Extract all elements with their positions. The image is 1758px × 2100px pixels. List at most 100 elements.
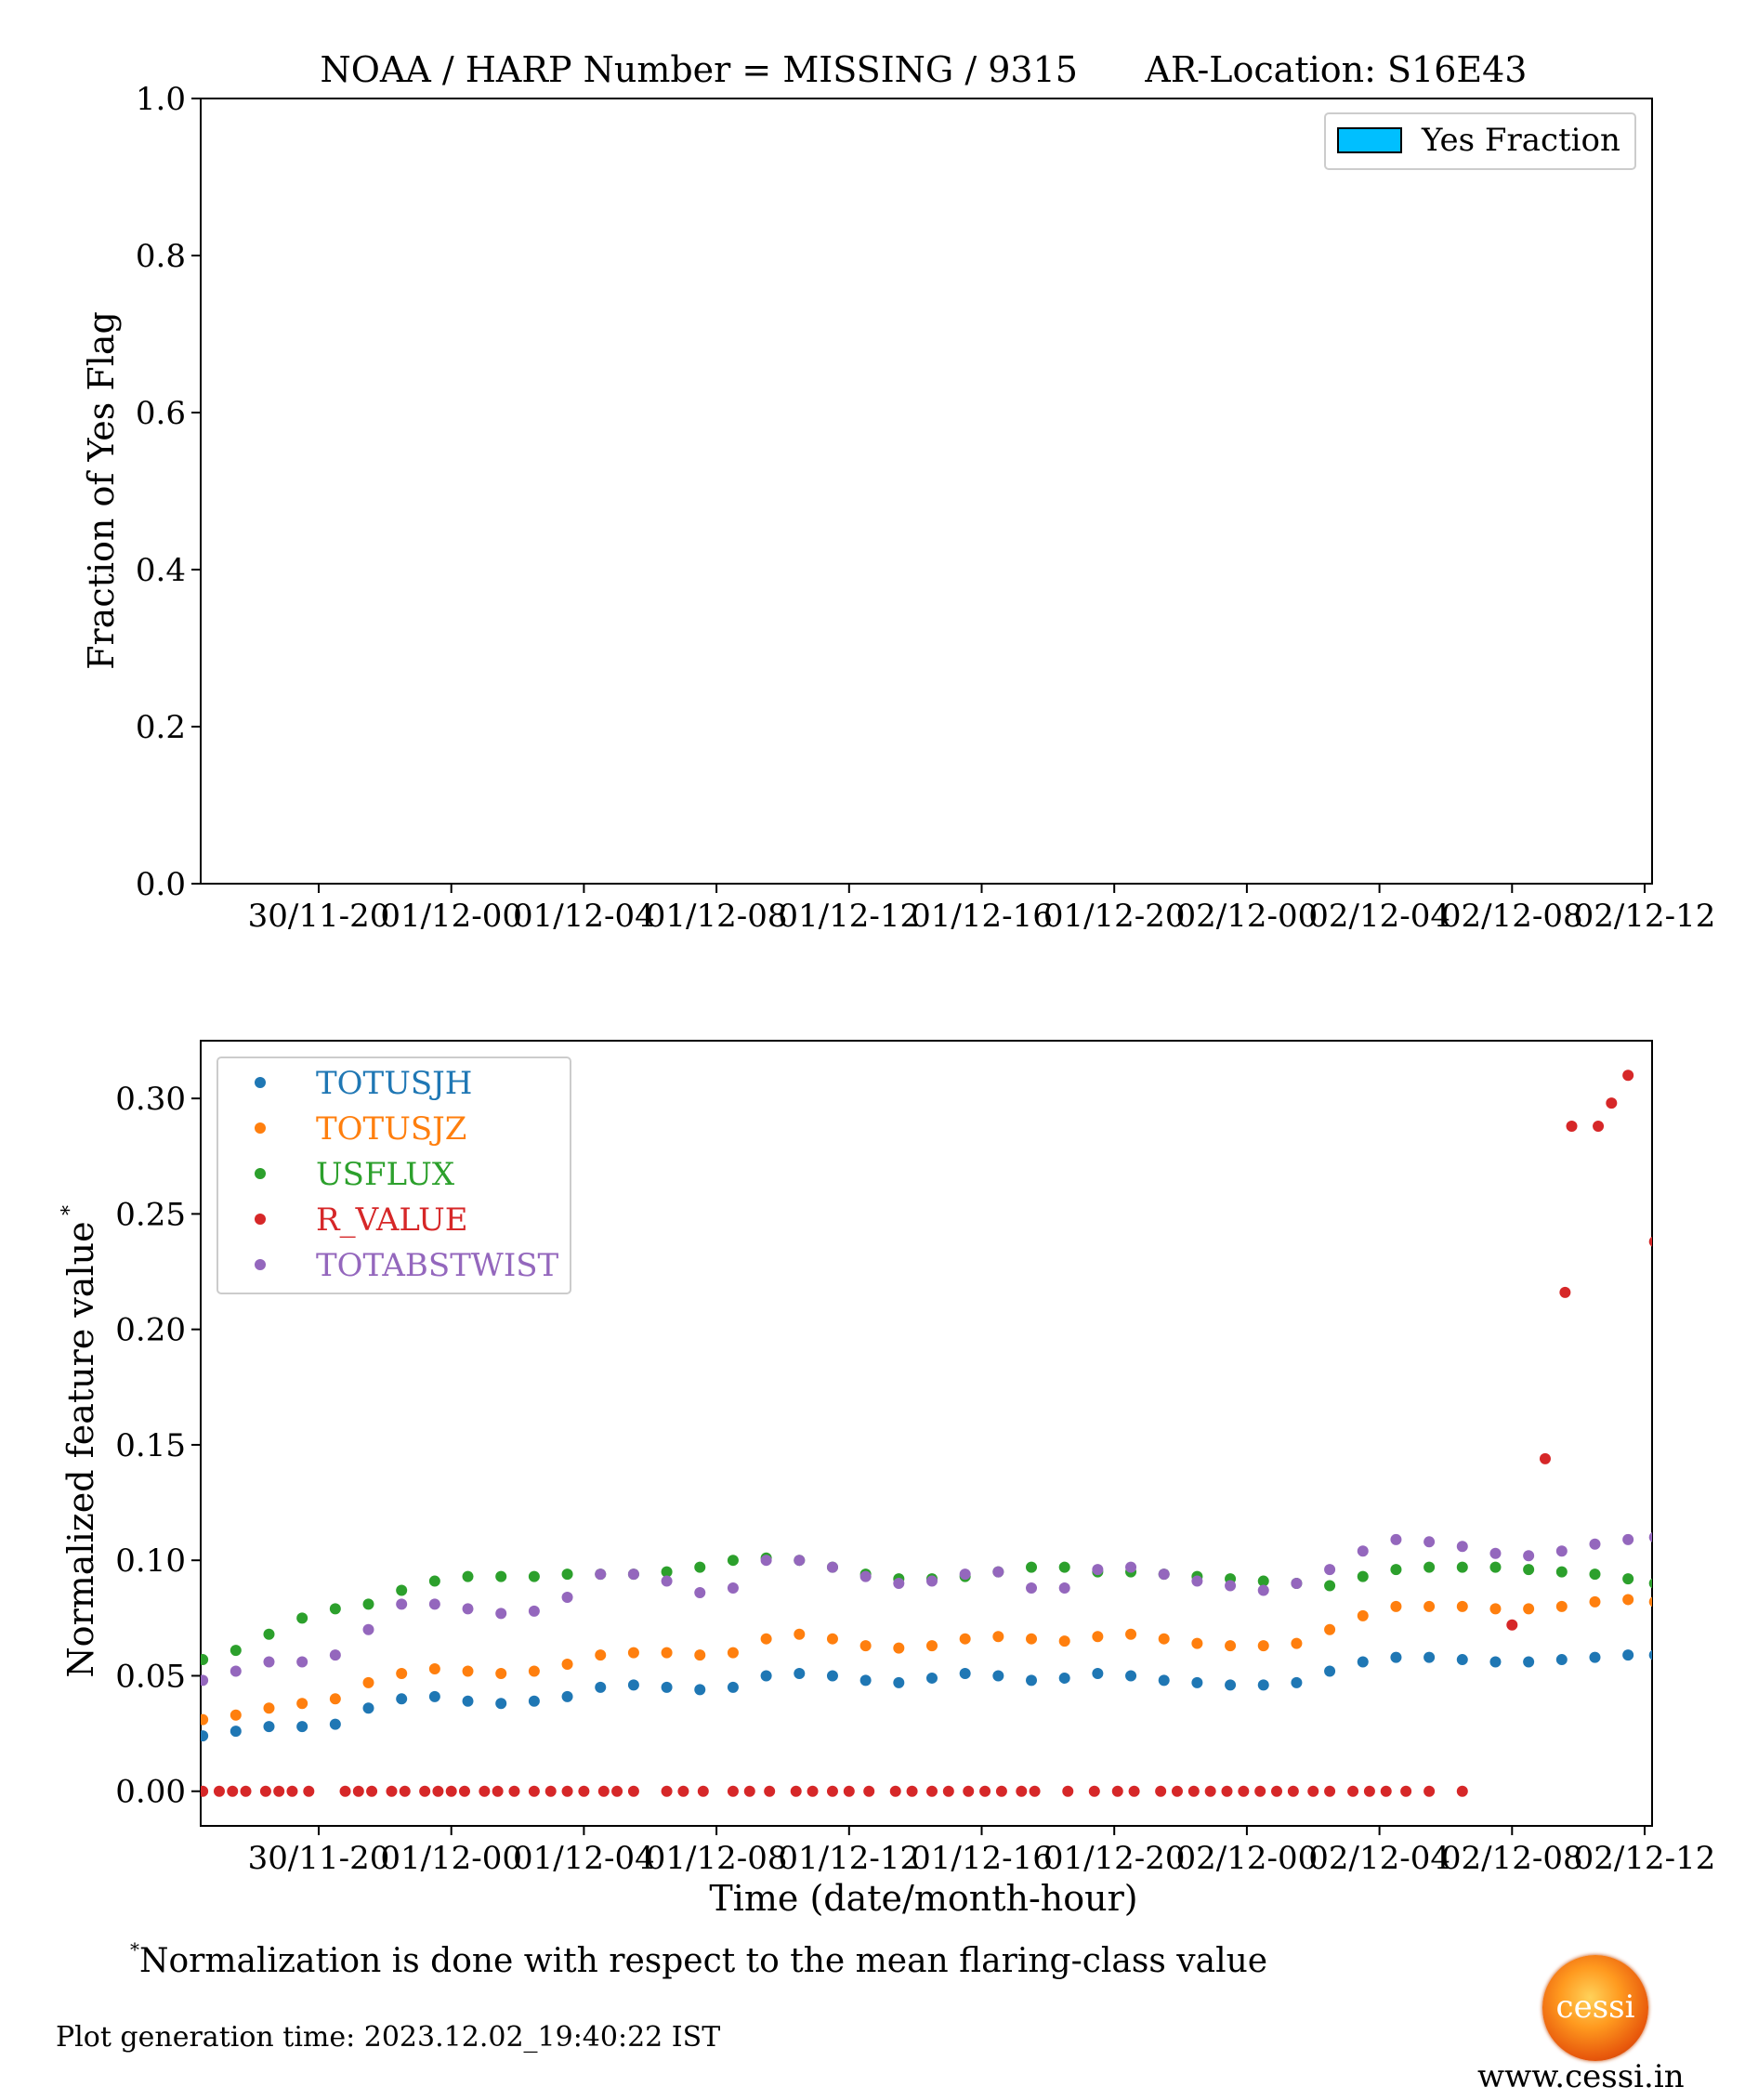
point-totusjh bbox=[859, 1674, 872, 1687]
point-totusjh bbox=[201, 1730, 209, 1742]
point-usflux bbox=[495, 1570, 507, 1582]
point-totabstwist bbox=[893, 1578, 905, 1590]
point-totabstwist bbox=[1622, 1533, 1634, 1545]
point-totabstwist bbox=[727, 1582, 739, 1595]
point-totusjz bbox=[1092, 1631, 1104, 1643]
point-r-value bbox=[697, 1785, 709, 1797]
point-totabstwist bbox=[1390, 1533, 1402, 1545]
x-tick-label: 01/12-20 bbox=[1043, 1840, 1186, 1877]
point-totabstwist bbox=[694, 1586, 706, 1598]
point-usflux bbox=[1523, 1564, 1535, 1576]
point-usflux bbox=[694, 1561, 706, 1573]
top-y-ticks: 0.0 0.2 0.4 0.6 0.8 1.0 bbox=[136, 81, 201, 903]
point-totabstwist bbox=[201, 1674, 209, 1687]
point-totusjz bbox=[694, 1649, 706, 1661]
point-totusjh bbox=[1489, 1656, 1502, 1668]
point-usflux bbox=[329, 1603, 341, 1615]
chart-title: NOAA / HARP Number = MISSING / 9315 AR-L… bbox=[321, 49, 1528, 90]
point-totabstwist bbox=[528, 1605, 540, 1617]
x-tick-label: 30/11-20 bbox=[248, 898, 390, 935]
bottom-legend-box bbox=[216, 1057, 571, 1294]
point-r-value bbox=[1307, 1785, 1319, 1797]
y-tick-label: 0.2 bbox=[136, 709, 186, 746]
point-totusjh bbox=[1456, 1654, 1468, 1666]
point-totabstwist bbox=[661, 1575, 673, 1587]
point-r-value bbox=[889, 1785, 901, 1797]
point-totabstwist bbox=[794, 1555, 806, 1567]
point-totusjh bbox=[1622, 1649, 1634, 1661]
point-totusjz bbox=[462, 1665, 474, 1677]
point-r-value bbox=[1606, 1097, 1618, 1109]
point-totabstwist bbox=[362, 1623, 374, 1635]
point-totabstwist bbox=[992, 1566, 1004, 1578]
bottom-x-ticks: 30/11-2001/12-0001/12-0401/12-0801/12-12… bbox=[248, 1826, 1715, 1877]
point-totabstwist bbox=[1225, 1580, 1237, 1592]
top-axes: 0.00.20.40.60.81.0 30/11-2001/12-0001/12… bbox=[81, 81, 1715, 935]
point-totusjz bbox=[661, 1647, 673, 1659]
point-totabstwist bbox=[826, 1561, 838, 1573]
point-totusjz bbox=[1357, 1609, 1369, 1621]
point-totusjz bbox=[528, 1665, 540, 1677]
x-tick-label: 02/12-04 bbox=[1308, 898, 1450, 935]
point-totabstwist bbox=[1423, 1536, 1436, 1548]
point-totusjh bbox=[296, 1721, 308, 1733]
point-usflux bbox=[661, 1566, 673, 1578]
point-r-value bbox=[627, 1785, 639, 1797]
point-totusjz bbox=[959, 1633, 971, 1645]
bottom-data-points bbox=[201, 1070, 1652, 1797]
point-totusjh bbox=[329, 1718, 341, 1730]
point-totusjz bbox=[925, 1640, 938, 1652]
point-totusjh bbox=[694, 1684, 706, 1696]
point-r-value bbox=[1539, 1452, 1551, 1464]
point-r-value bbox=[1128, 1785, 1140, 1797]
point-totusjh bbox=[794, 1667, 806, 1679]
point-totusjz bbox=[1324, 1623, 1336, 1635]
point-totusjz bbox=[992, 1631, 1004, 1643]
point-r-value bbox=[1111, 1785, 1123, 1797]
y-tick-label: 1.0 bbox=[136, 81, 186, 118]
yes-fraction-legend-label: Yes Fraction bbox=[1421, 122, 1620, 159]
point-r-value bbox=[1221, 1785, 1233, 1797]
point-r-value bbox=[807, 1785, 819, 1797]
yes-fraction-swatch bbox=[1337, 127, 1402, 153]
point-totusjz bbox=[1158, 1633, 1170, 1645]
point-totusjh bbox=[760, 1670, 772, 1682]
point-r-value bbox=[995, 1785, 1007, 1797]
point-totusjh bbox=[230, 1726, 242, 1738]
point-r-value bbox=[445, 1785, 457, 1797]
point-r-value bbox=[1423, 1785, 1436, 1797]
point-totabstwist bbox=[1489, 1547, 1502, 1559]
point-r-value bbox=[925, 1785, 938, 1797]
point-totusjh bbox=[1555, 1654, 1568, 1666]
x-tick-label: 01/12-04 bbox=[513, 898, 655, 935]
point-totusjz bbox=[1291, 1637, 1303, 1649]
y-tick-label: 0.05 bbox=[115, 1658, 186, 1695]
point-totabstwist bbox=[1058, 1582, 1070, 1595]
point-totusjz bbox=[362, 1676, 374, 1688]
point-usflux bbox=[230, 1645, 242, 1657]
point-totusjz bbox=[859, 1640, 872, 1652]
point-totusjh bbox=[1026, 1674, 1038, 1687]
point-totabstwist bbox=[1125, 1561, 1137, 1573]
point-usflux bbox=[462, 1570, 474, 1582]
legend-label-r-value: R_VALUE bbox=[316, 1201, 468, 1239]
y-tick-label: 0.10 bbox=[115, 1542, 186, 1580]
point-usflux bbox=[1423, 1561, 1436, 1573]
point-totabstwist bbox=[959, 1568, 971, 1581]
point-totabstwist bbox=[595, 1568, 607, 1581]
point-r-value bbox=[979, 1785, 991, 1797]
legend-marker-usflux bbox=[255, 1168, 266, 1179]
y-tick-label: 0.25 bbox=[115, 1196, 186, 1233]
point-totusjh bbox=[727, 1681, 739, 1693]
point-usflux bbox=[201, 1654, 209, 1666]
point-r-value bbox=[259, 1785, 271, 1797]
point-totusjz bbox=[826, 1633, 838, 1645]
point-totabstwist bbox=[230, 1665, 242, 1677]
point-usflux bbox=[1489, 1561, 1502, 1573]
point-r-value bbox=[432, 1785, 444, 1797]
point-usflux bbox=[528, 1570, 540, 1582]
y-tick-label: 0.8 bbox=[136, 238, 186, 275]
legend-marker-r-value bbox=[255, 1214, 266, 1225]
point-totusjz bbox=[760, 1633, 772, 1645]
